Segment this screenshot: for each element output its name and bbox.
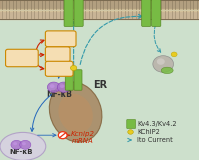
Text: IκBα: IκBα bbox=[49, 64, 70, 73]
Text: TAK1: TAK1 bbox=[49, 34, 73, 43]
Circle shape bbox=[11, 140, 22, 149]
FancyBboxPatch shape bbox=[6, 49, 38, 67]
Circle shape bbox=[60, 84, 64, 88]
FancyBboxPatch shape bbox=[74, 0, 83, 26]
FancyBboxPatch shape bbox=[45, 61, 73, 76]
Circle shape bbox=[128, 130, 133, 134]
Circle shape bbox=[171, 52, 177, 57]
Ellipse shape bbox=[161, 67, 173, 74]
Text: Kv4.3/Kv4.2: Kv4.3/Kv4.2 bbox=[137, 121, 177, 127]
FancyBboxPatch shape bbox=[127, 120, 136, 128]
FancyBboxPatch shape bbox=[65, 70, 73, 90]
Text: MG53: MG53 bbox=[9, 53, 35, 63]
Text: ER: ER bbox=[94, 80, 107, 90]
Circle shape bbox=[22, 142, 26, 145]
Text: Kcnip2
mRNA: Kcnip2 mRNA bbox=[71, 131, 95, 144]
FancyBboxPatch shape bbox=[74, 70, 82, 90]
Text: NF-κB: NF-κB bbox=[9, 148, 33, 155]
Text: NF-κB: NF-κB bbox=[46, 90, 72, 99]
Circle shape bbox=[157, 58, 165, 65]
Text: IKK: IKK bbox=[50, 50, 66, 59]
Circle shape bbox=[13, 142, 17, 145]
FancyBboxPatch shape bbox=[64, 0, 73, 26]
Circle shape bbox=[50, 84, 55, 88]
Text: KChIP2: KChIP2 bbox=[137, 129, 160, 135]
Ellipse shape bbox=[59, 94, 93, 133]
Circle shape bbox=[153, 56, 174, 72]
Text: Ito Current: Ito Current bbox=[137, 137, 173, 143]
Circle shape bbox=[58, 132, 67, 139]
Circle shape bbox=[47, 82, 60, 92]
Ellipse shape bbox=[49, 82, 102, 142]
FancyBboxPatch shape bbox=[45, 47, 70, 62]
FancyBboxPatch shape bbox=[45, 31, 76, 47]
Ellipse shape bbox=[0, 132, 46, 160]
FancyBboxPatch shape bbox=[142, 0, 151, 26]
Circle shape bbox=[20, 140, 31, 149]
Circle shape bbox=[70, 65, 77, 71]
FancyBboxPatch shape bbox=[152, 0, 161, 26]
Circle shape bbox=[57, 82, 70, 92]
